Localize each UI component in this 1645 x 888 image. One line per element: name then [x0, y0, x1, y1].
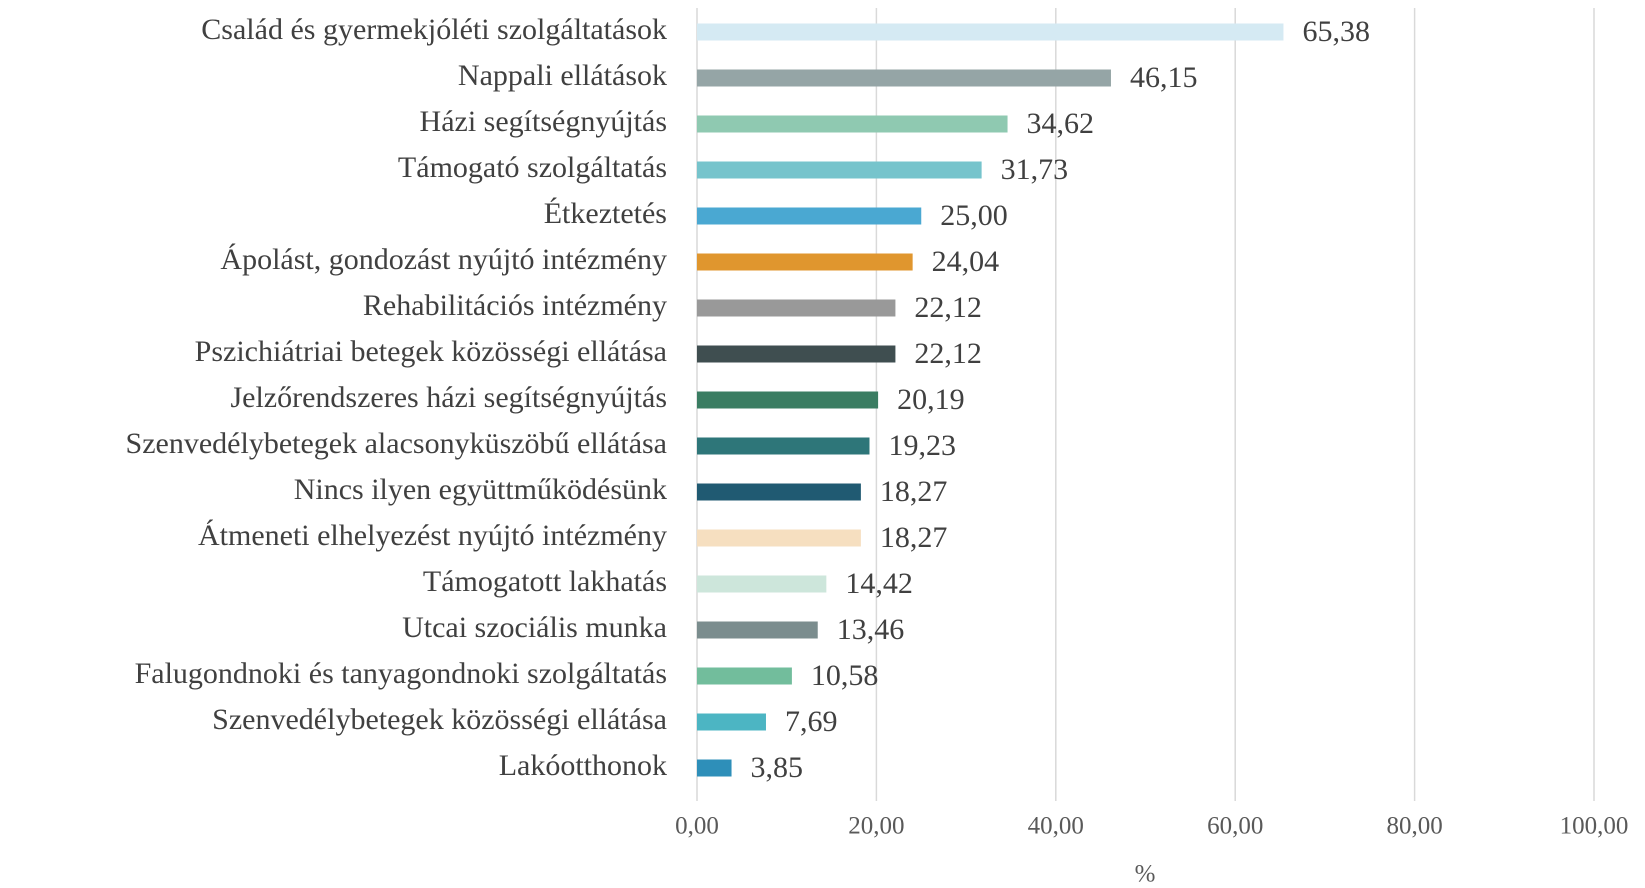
- y-tick-label: Támogató szolgáltatás: [398, 151, 667, 184]
- bar: [697, 253, 913, 271]
- bar: [697, 161, 982, 179]
- bar: [697, 115, 1008, 133]
- x-tick-label: 20,00: [848, 813, 904, 840]
- y-tick-label: Pszichiátriai betegek közösségi ellátása: [195, 335, 667, 368]
- value-label: 13,46: [837, 613, 905, 646]
- value-label: 31,73: [1001, 153, 1069, 186]
- bar: [697, 529, 861, 547]
- bar: [697, 621, 818, 639]
- bar: [697, 69, 1111, 87]
- bar: [697, 207, 922, 225]
- x-tick-label: 100,00: [1560, 813, 1629, 840]
- value-label: 34,62: [1027, 107, 1095, 140]
- y-tick-label: Rehabilitációs intézmény: [363, 289, 667, 322]
- y-tick-label: Szenvedélybetegek alacsonyküszöbű ellátá…: [126, 427, 667, 460]
- bar: [697, 483, 861, 501]
- value-label: 18,27: [880, 475, 948, 508]
- bar: [697, 391, 879, 409]
- value-label: 22,12: [914, 291, 982, 324]
- y-tick-label: Nincs ilyen együttműködésünk: [294, 473, 667, 506]
- value-label: 7,69: [785, 705, 838, 738]
- bar: [697, 713, 766, 731]
- value-label: 3,85: [751, 751, 804, 784]
- x-tick-label: 80,00: [1386, 813, 1442, 840]
- bar: [697, 23, 1284, 41]
- value-label: 14,42: [845, 567, 913, 600]
- y-tick-label: Házi segítségnyújtás: [420, 105, 667, 138]
- value-label: 10,58: [811, 659, 879, 692]
- x-axis-label: %: [1135, 861, 1156, 888]
- bar: [697, 437, 870, 455]
- y-tick-label: Nappali ellátások: [458, 59, 667, 92]
- bar: [697, 345, 896, 363]
- y-tick-label: Támogatott lakhatás: [423, 565, 667, 598]
- value-label: 24,04: [932, 245, 1000, 278]
- x-tick-label: 40,00: [1028, 813, 1084, 840]
- y-tick-label: Lakóotthonok: [499, 749, 667, 782]
- y-tick-label: Jelzőrendszeres házi segítségnyújtás: [230, 381, 667, 414]
- y-tick-label: Falugondnoki és tanyagondnoki szolgáltat…: [135, 657, 667, 690]
- value-label: 20,19: [897, 383, 965, 416]
- y-tick-label: Ápolást, gondozást nyújtó intézmény: [220, 243, 667, 276]
- x-tick-label: 60,00: [1207, 813, 1263, 840]
- y-tick-label: Utcai szociális munka: [402, 611, 667, 644]
- value-label: 18,27: [880, 521, 948, 554]
- value-label: 19,23: [888, 429, 956, 462]
- y-tick-label: Szenvedélybetegek közösségi ellátása: [212, 703, 667, 736]
- value-label: 25,00: [940, 199, 1008, 232]
- bar: [697, 299, 896, 317]
- value-label: 22,12: [914, 337, 982, 370]
- y-tick-label: Étkeztetés: [544, 197, 667, 230]
- bar: [697, 575, 827, 593]
- value-label: 65,38: [1302, 15, 1370, 48]
- x-tick-label: 0,00: [675, 813, 719, 840]
- y-tick-label: Család és gyermekjóléti szolgáltatások: [201, 13, 667, 46]
- bar: [697, 667, 792, 685]
- y-tick-label: Átmeneti elhelyezést nyújtó intézmény: [198, 519, 667, 552]
- value-label: 46,15: [1130, 61, 1198, 94]
- bar: [697, 759, 732, 777]
